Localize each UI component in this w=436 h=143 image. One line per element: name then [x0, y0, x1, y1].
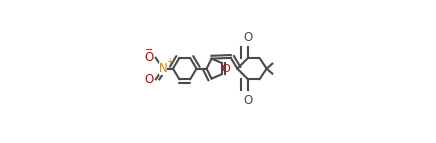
Text: O: O — [145, 51, 154, 64]
Text: +: + — [166, 57, 173, 66]
Text: −: − — [145, 45, 153, 55]
Text: N: N — [159, 62, 167, 75]
Text: O: O — [145, 73, 154, 86]
Text: O: O — [243, 31, 252, 44]
Text: O: O — [221, 64, 230, 74]
Text: O: O — [243, 94, 252, 107]
